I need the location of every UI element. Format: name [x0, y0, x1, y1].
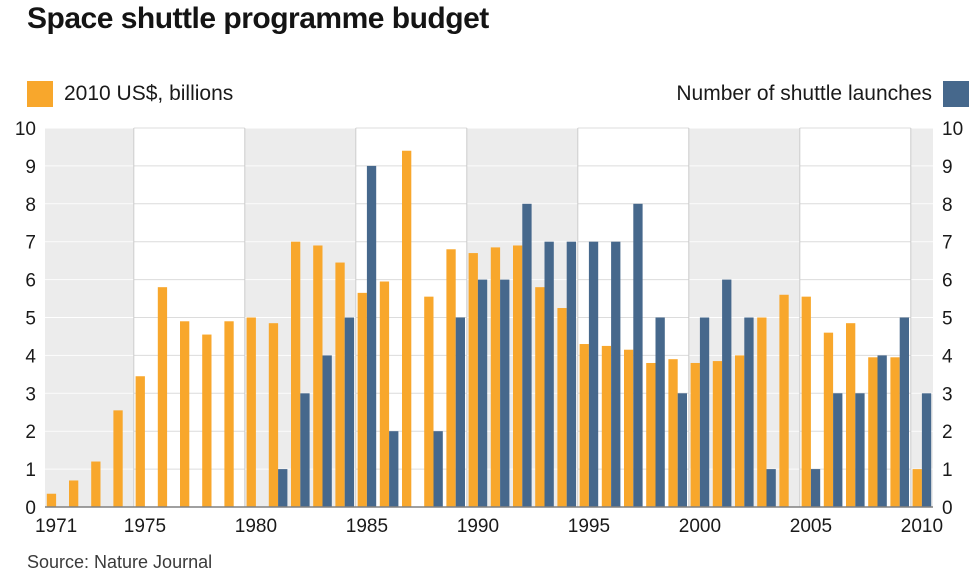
svg-text:6: 6 [942, 271, 953, 292]
svg-text:7: 7 [942, 233, 953, 254]
svg-text:2: 2 [25, 422, 36, 443]
legend-budget: 2010 US$, billions [27, 81, 233, 107]
svg-text:2000: 2000 [679, 516, 721, 537]
source-note: Source: Nature Journal [27, 552, 213, 572]
svg-text:10: 10 [15, 119, 36, 140]
page-title: Space shuttle programme budget [27, 2, 489, 35]
svg-text:2005: 2005 [790, 516, 832, 537]
svg-text:1980: 1980 [235, 516, 277, 537]
svg-text:8: 8 [942, 195, 953, 216]
svg-text:1: 1 [942, 460, 953, 481]
svg-text:1990: 1990 [457, 516, 499, 537]
svg-text:0: 0 [942, 498, 953, 519]
svg-text:8: 8 [25, 195, 36, 216]
svg-text:4: 4 [25, 346, 36, 367]
legend: 2010 US$, billions Number of shuttle lau… [27, 81, 969, 107]
launches-swatch-icon [943, 81, 969, 107]
budget-launches-bar-chart: 0 0 1 1 2 2 3 3 4 4 5 5 6 6 7 7 8 8 9 9 10 10 1971 1975 1980 1985… [15, 119, 963, 537]
svg-text:1: 1 [25, 460, 36, 481]
svg-text:1971: 1971 [35, 516, 77, 537]
svg-text:1995: 1995 [568, 516, 610, 537]
svg-text:9: 9 [942, 157, 953, 178]
legend-launches: Number of shuttle launches [676, 81, 969, 107]
legend-launches-label: Number of shuttle launches [676, 82, 932, 105]
budget-swatch-icon [27, 81, 53, 107]
svg-text:5: 5 [25, 309, 36, 330]
svg-text:6: 6 [25, 271, 36, 292]
svg-text:7: 7 [25, 233, 36, 254]
svg-text:2010: 2010 [901, 516, 943, 537]
svg-text:1975: 1975 [124, 516, 166, 537]
svg-text:1985: 1985 [346, 516, 388, 537]
svg-text:2: 2 [942, 422, 953, 443]
svg-text:3: 3 [25, 384, 36, 405]
svg-text:3: 3 [942, 384, 953, 405]
svg-text:4: 4 [942, 346, 953, 367]
svg-text:10: 10 [942, 119, 963, 140]
svg-text:9: 9 [25, 157, 36, 178]
svg-text:5: 5 [942, 309, 953, 330]
svg-text:0: 0 [25, 498, 36, 519]
legend-budget-label: 2010 US$, billions [64, 82, 234, 105]
